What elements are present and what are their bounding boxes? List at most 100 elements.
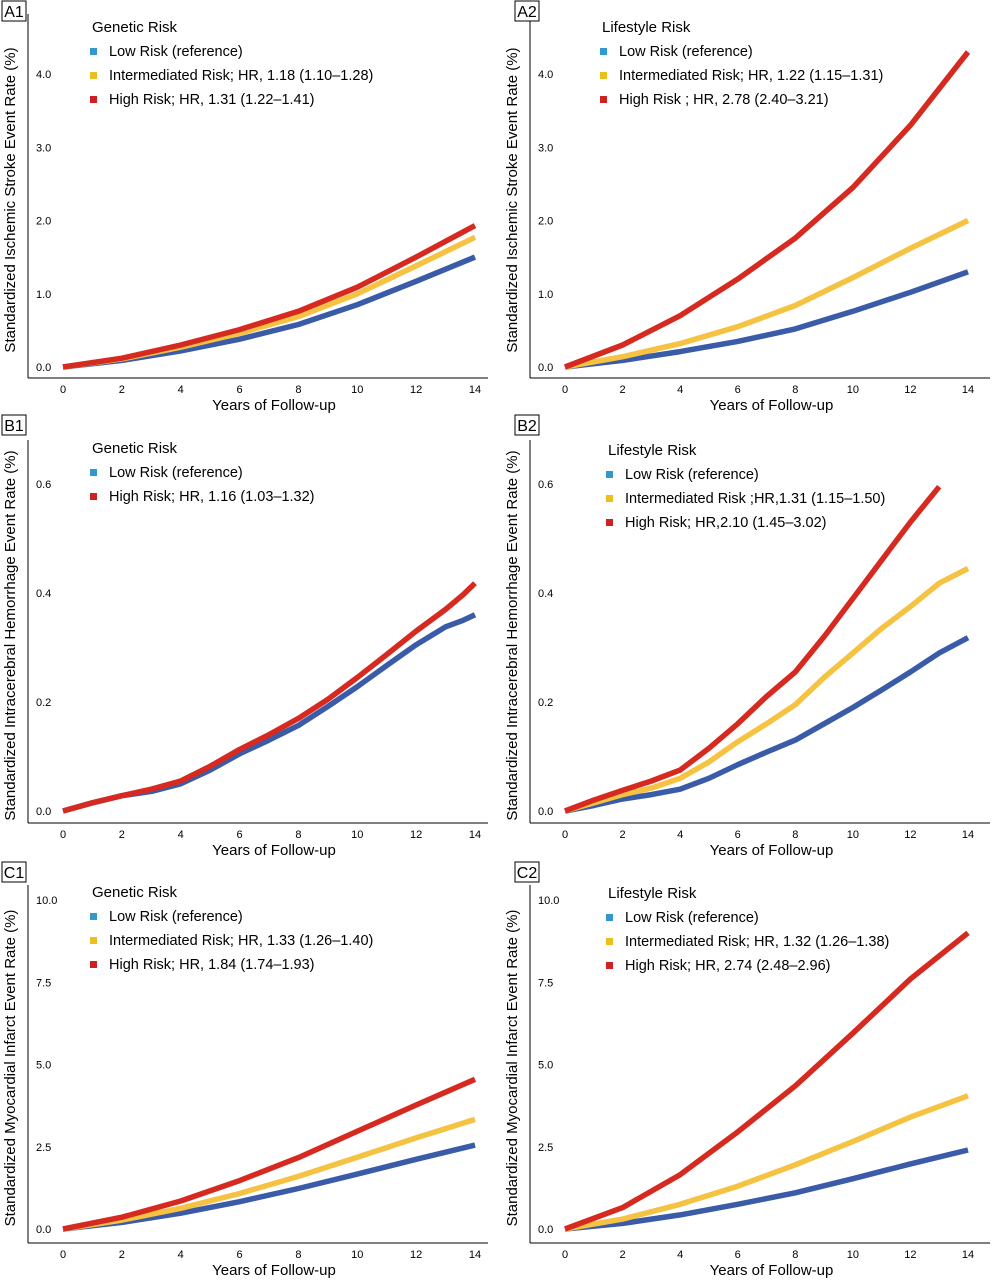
x-axis-title: Years of Follow-up [710,397,834,414]
panel-tag-box [1,0,27,22]
x-tick-label: 6 [237,829,243,841]
legend-label: Low Risk (reference) [625,467,759,483]
legend: Lifestyle Risk Low Risk (reference) Interm… [606,442,885,531]
panel-c1: 0.0 2.5 5.0 7.5 10.0 0 2 4 6 8 10 12 14 Years of Foll… [1,861,488,1279]
x-tick-label: 4 [178,384,184,396]
x-tick-label: 10 [351,829,363,841]
legend-label: Low Risk (reference) [109,44,243,60]
panel-tag-box [514,0,540,22]
y-tick-label: 2.5 [36,1142,51,1154]
legend-swatch [90,493,97,500]
legend-swatch [600,48,607,55]
legend-swatch [606,495,613,502]
panel-tag-label: B1 [4,418,24,435]
y-tick-label: 3.0 [538,142,553,154]
legend-title: Genetic Risk [92,440,178,457]
legend-label: High Risk; HR, 1.16 (1.03–1.32) [109,489,315,505]
legend-label: Intermediated Risk ;HR,1.31 (1.15–1.50) [625,491,885,507]
y-tick-label: 0.0 [538,362,553,374]
x-tick-label: 2 [620,384,626,396]
legend: Lifestyle Risk Low Risk (reference) Interm… [606,885,889,974]
x-tick-label: 8 [295,829,301,841]
series-line-1 [564,635,970,814]
x-tick-label: 12 [904,829,916,841]
legend-swatch [606,938,613,945]
x-tick-label: 0 [562,1249,568,1261]
x-tick-label: 0 [60,384,66,396]
panel-tag: C1 [1,861,27,883]
panel-tag-box [514,414,540,436]
y-tick-label: 0.0 [36,362,51,374]
x-axis-title: Years of Follow-up [212,842,336,859]
panel-c2: 0.0 2.5 5.0 7.5 10.0 0 2 4 6 8 10 12 14 Years of Foll… [504,861,990,1279]
legend-swatch [606,914,613,921]
y-tick-label: 0.6 [538,479,553,491]
panel-tag-box [1,861,27,883]
legend-label: Low Risk (reference) [625,910,759,926]
panel-tag-label: B2 [517,418,537,435]
y-tick-label: 0.2 [36,697,51,709]
y-tick-label: 0.2 [538,697,553,709]
x-tick-label: 2 [119,829,125,841]
y-tick-label: 0.6 [36,479,51,491]
x-tick-label: 12 [904,1249,916,1261]
legend-label: Intermediated Risk; HR, 1.18 (1.10–1.28) [109,68,373,84]
legend-label: High Risk; HR,2.10 (1.45–3.02) [625,515,827,531]
series-line-3 [564,50,971,370]
x-tick-label: 8 [295,384,301,396]
x-tick-label: 14 [469,829,481,841]
x-tick-label: 6 [735,1249,741,1261]
y-tick-label: 0.0 [538,1224,553,1236]
legend-title: Lifestyle Risk [608,885,697,902]
x-tick-label: 0 [60,1249,66,1261]
y-tick-label: 0.0 [36,806,51,818]
panel-tag: C2 [514,861,540,883]
series-line-1 [564,1147,969,1232]
x-tick-label: 2 [620,829,626,841]
legend: Genetic Risk Low Risk (reference) Intermed… [90,19,373,108]
y-tick-label: 4.0 [538,69,553,81]
legend-title: Lifestyle Risk [602,19,691,36]
y-tick-label: 2.0 [538,216,553,228]
panel-a2: 0.0 1.0 2.0 3.0 4.0 0 2 4 6 8 10 12 14 Years of Follo… [504,0,990,414]
panel-tag-label: A1 [4,4,24,21]
legend-title: Lifestyle Risk [608,442,697,459]
x-tick-label: 14 [962,384,974,396]
x-tick-label: 10 [847,1249,859,1261]
series-line-1 [564,269,969,370]
legend-label: Low Risk (reference) [109,465,243,481]
x-tick-label: 14 [962,829,974,841]
y-tick-label: 4.0 [36,69,51,81]
legend-swatch [90,48,97,55]
x-tick-label: 0 [60,829,66,841]
x-tick-label: 10 [351,384,363,396]
x-tick-label: 8 [295,1249,301,1261]
y-axis-title: Standardized Myocardial Infarct Event Ra… [504,910,521,1227]
y-tick-label: 10.0 [538,895,559,907]
legend-swatch [90,913,97,920]
panel-tag: B1 [1,414,27,436]
y-tick-label: 7.5 [538,977,553,989]
x-tick-label: 4 [178,1249,184,1261]
x-tick-label: 12 [410,1249,422,1261]
panel-tag-label: C2 [517,865,538,882]
y-tick-label: 10.0 [36,895,57,907]
legend: Lifestyle Risk Low Risk (reference) Interm… [600,19,883,108]
x-tick-label: 6 [237,384,243,396]
legend-label: Low Risk (reference) [109,909,243,925]
x-tick-label: 4 [677,384,683,396]
y-tick-label: 0.0 [538,806,553,818]
y-axis-title: Standardized Ischemic Stroke Event Rate … [504,47,521,352]
x-tick-label: 2 [119,384,125,396]
series-line-2 [62,581,477,814]
x-tick-label: 8 [792,829,798,841]
legend-swatch [600,72,607,79]
x-tick-label: 4 [677,829,683,841]
y-tick-label: 0.0 [36,1224,51,1236]
x-tick-label: 2 [119,1249,125,1261]
x-axis-title: Years of Follow-up [710,1262,834,1279]
legend-title: Genetic Risk [92,884,178,901]
series-line-3 [564,930,970,1232]
x-tick-label: 0 [562,384,568,396]
